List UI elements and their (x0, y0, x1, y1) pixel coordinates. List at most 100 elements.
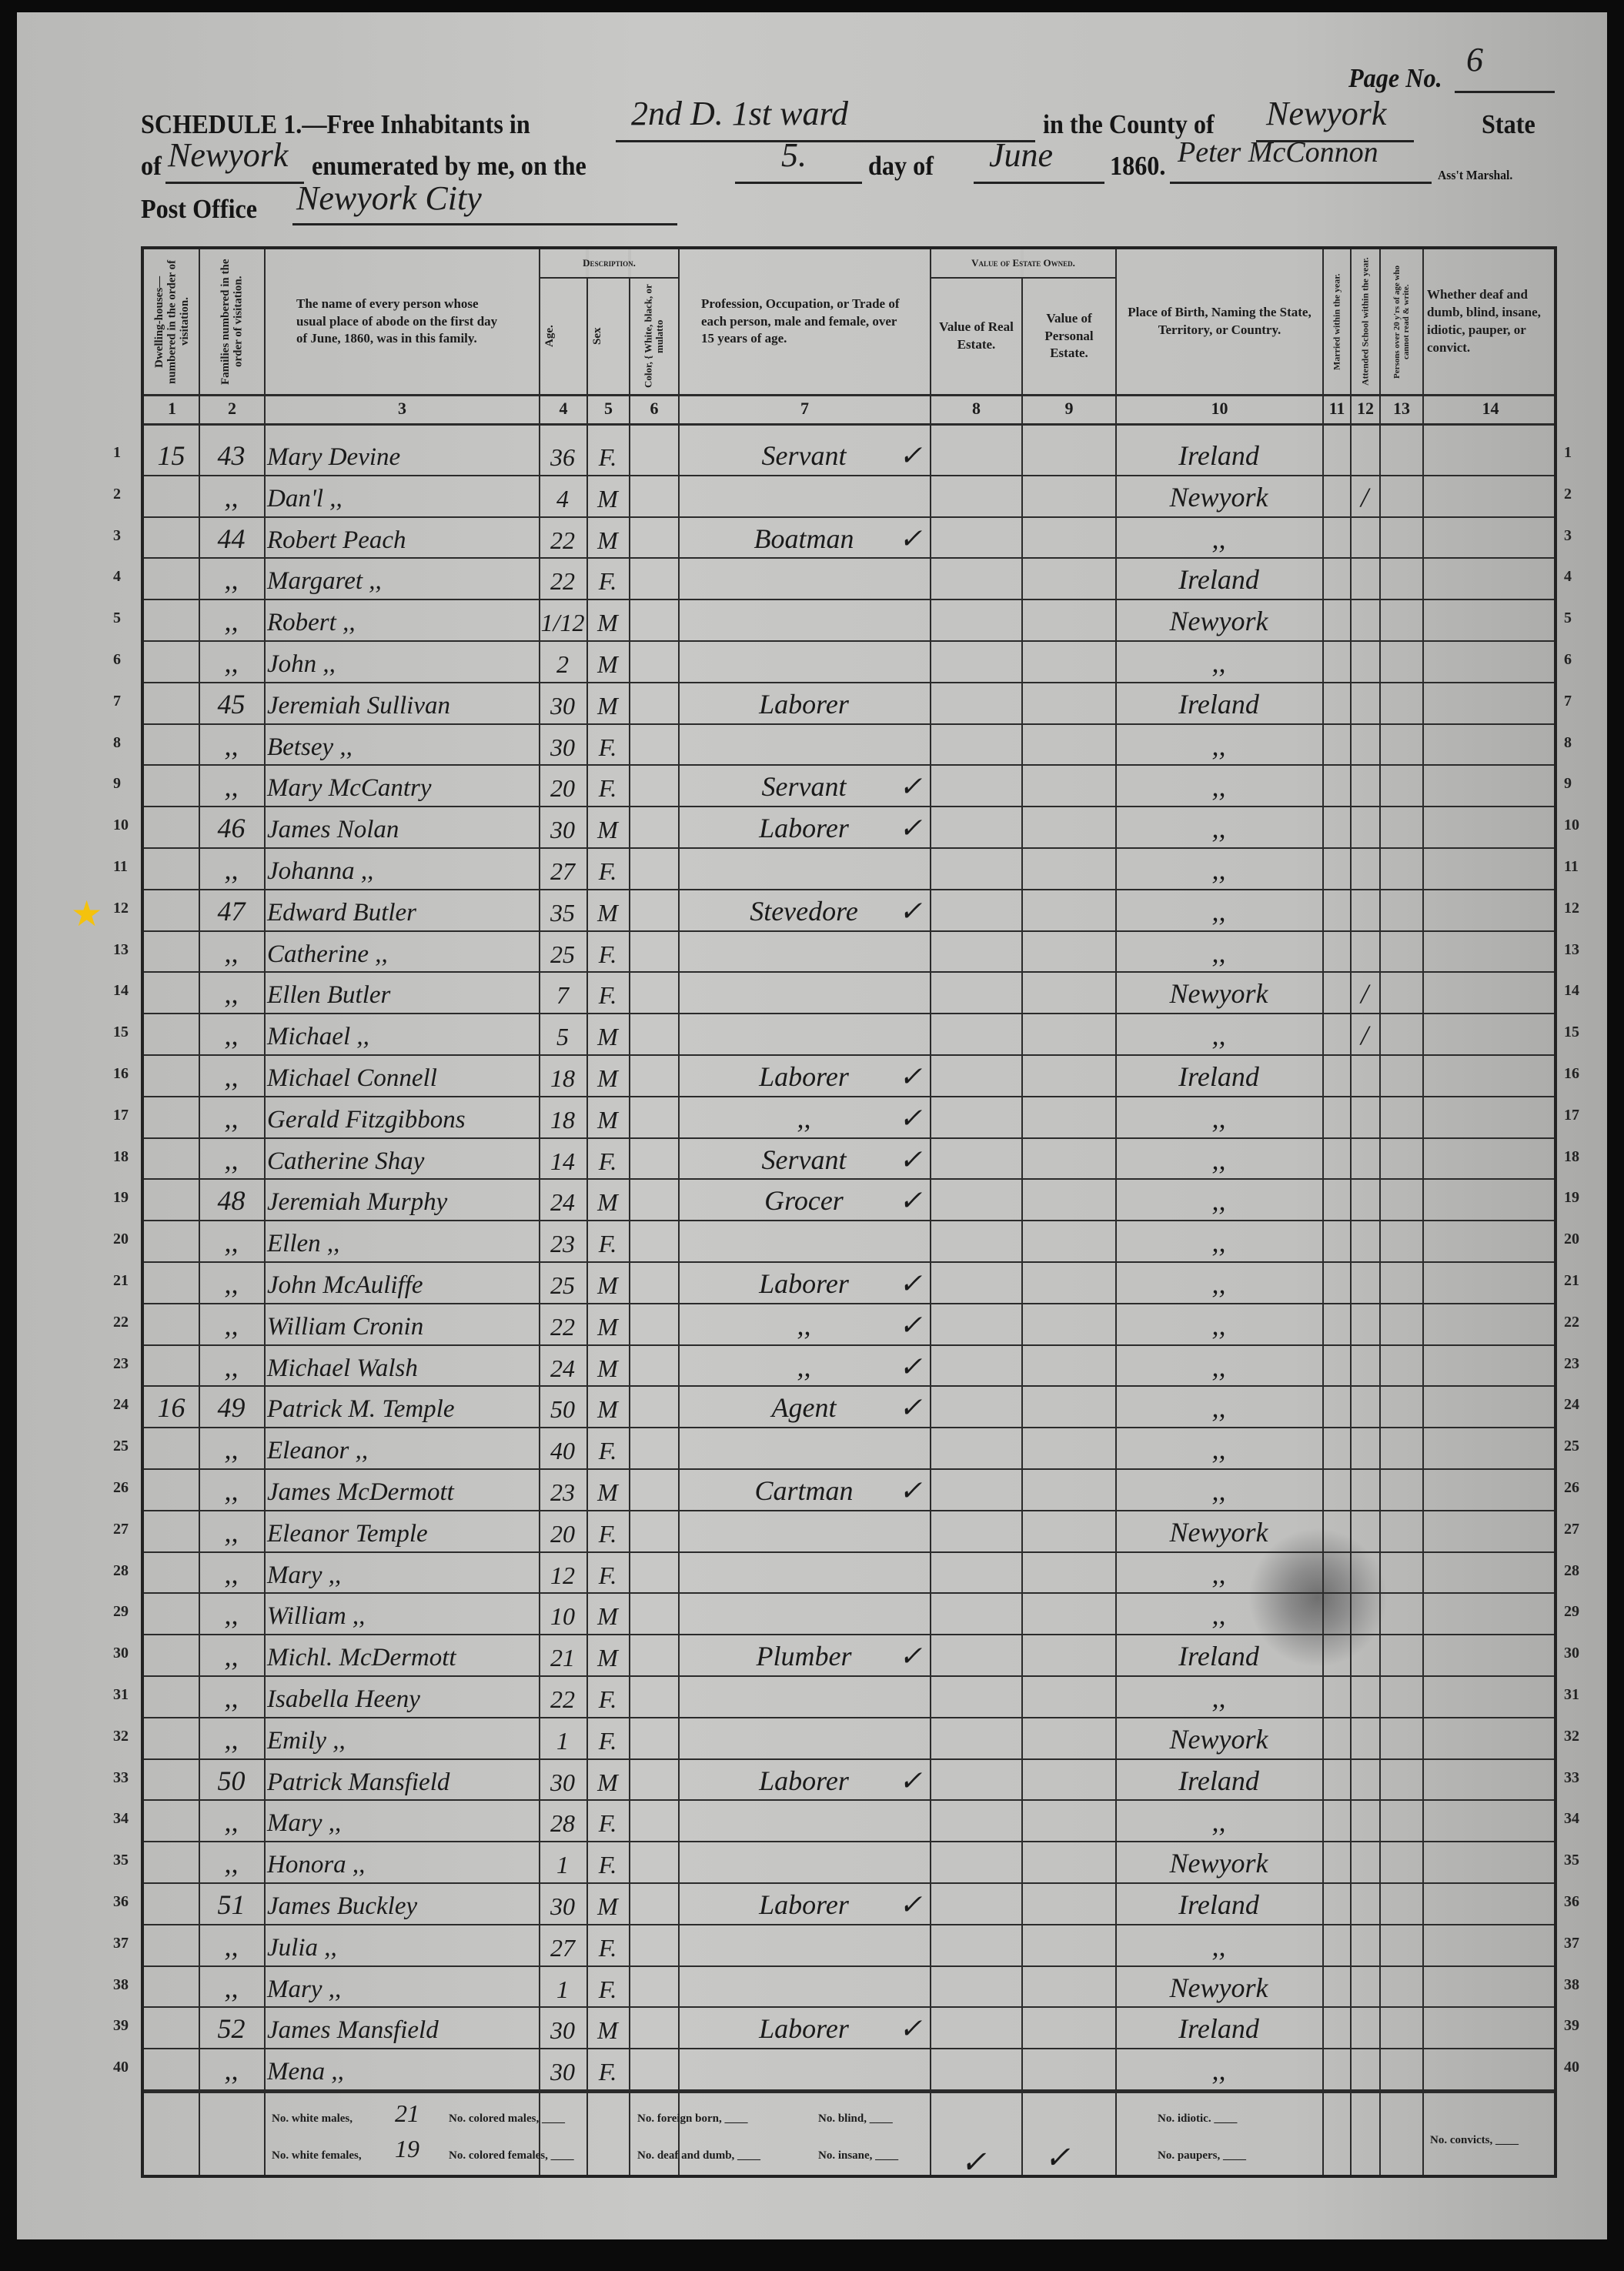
table-row: ,, James McDermott 23 M Cartman,, ✓ 26 26 (113, 1468, 1579, 1510)
occupation: Laborer (759, 2013, 849, 2045)
family-number: ,, (224, 1268, 239, 1299)
row-number-left: 16 (113, 1065, 129, 1082)
person-name: Mary ,, (267, 1809, 342, 1838)
birthplace: ,, (1211, 2055, 1226, 2086)
column-divider (1422, 249, 1424, 2175)
dwelling-number (147, 889, 195, 930)
family-number: ,, (224, 854, 239, 885)
family-number: ,, (224, 1599, 239, 1631)
occupation: Servant (761, 440, 847, 471)
row-number-right: 12 (1564, 899, 1579, 917)
family-number: ,, (224, 771, 239, 803)
family-number: ,, (224, 1351, 239, 1382)
row-divider (144, 1965, 1554, 1967)
age: 23 (550, 1478, 575, 1506)
attended-school (1353, 1717, 1376, 1758)
row-divider (144, 2048, 1554, 2050)
dwelling-number (147, 1220, 195, 1261)
occupation (681, 930, 927, 972)
attended-school (1353, 1220, 1376, 1261)
birthplace: Ireland (1178, 1889, 1259, 1920)
column-divider (1115, 249, 1117, 2175)
age: 22 (550, 1312, 575, 1341)
dwelling-number (147, 1717, 195, 1758)
page-number-label: Page No. (1348, 63, 1442, 93)
row-number-right: 13 (1564, 940, 1579, 958)
sex: F. (598, 1685, 617, 1713)
dwelling-number (147, 847, 195, 889)
check-mark: ✓ (899, 1351, 923, 1382)
row-divider (144, 806, 1554, 808)
of-label: of (141, 151, 162, 181)
table-row: 44 Robert Peach 22 M Boatman,, ✓ 3 3 (113, 516, 1572, 558)
table-row: 48 Jeremiah Murphy 24 M Grocer,, ✓ 19 19 (113, 1178, 1579, 1220)
row-divider (144, 681, 1554, 683)
person-name: Mary Devine (267, 443, 401, 471)
row-number-left: 5 (113, 609, 121, 627)
person-name: Mary McCantry (267, 774, 432, 803)
person-name: Michael Connell (267, 1064, 437, 1092)
row-divider (144, 930, 1554, 932)
sex: M (597, 1395, 618, 1424)
family-number: ,, (224, 1848, 239, 1879)
dwelling-number (147, 516, 195, 558)
sex: M (597, 1064, 618, 1092)
age: 5 (556, 1023, 569, 1051)
person-name: John ,, (267, 650, 336, 678)
enumerated-label: enumerated by me, on the (312, 151, 586, 181)
row-divider (144, 1882, 1554, 1884)
family-number: ,, (224, 1102, 239, 1134)
table-row: ,, William Cronin 22 M,,,, ✓ 22 22 (113, 1303, 1579, 1344)
dwelling-number: 16 (157, 1392, 185, 1424)
column-header-sex: Sex (591, 327, 603, 346)
age: 30 (550, 1892, 575, 1920)
column-header-occupation: Profession, Occupation, or Trade of each… (701, 296, 900, 346)
row-divider (144, 640, 1554, 642)
month-value: June (989, 136, 1054, 174)
occupation (681, 847, 927, 889)
person-name: Betsey ,, (267, 733, 353, 761)
dwelling-number: 15 (157, 440, 185, 471)
person-name: Catherine Shay (267, 1147, 425, 1175)
sex: M (597, 1892, 618, 1920)
person-name: Mary ,, (267, 1561, 342, 1589)
person-name: Eleanor ,, (267, 1437, 369, 1465)
row-divider (144, 1509, 1554, 1511)
row-divider (144, 1178, 1554, 1181)
check-mark: ✓ (899, 1889, 923, 1920)
table-row: ,, Eleanor ,, 40 F.,, 25 25 (113, 1427, 1579, 1468)
check-mark: ✓ (899, 440, 923, 471)
occupation (681, 1717, 927, 1758)
occupation: Laborer (759, 1889, 849, 1920)
occupation: Boatman (754, 523, 854, 554)
row-divider (144, 516, 1554, 518)
dwelling-number (147, 599, 195, 640)
row-number-right: 38 (1564, 1975, 1579, 1993)
birthplace: ,, (1211, 1144, 1226, 1175)
birthplace: ,, (1211, 1185, 1226, 1217)
age: 28 (550, 1809, 575, 1838)
row-divider (144, 557, 1554, 559)
attended-school (1353, 1634, 1376, 1675)
dwelling-number (147, 1137, 195, 1179)
dwelling-number (147, 682, 195, 723)
dwelling-number (147, 1303, 195, 1344)
birthplace: Ireland (1178, 564, 1259, 596)
column-divider (199, 249, 200, 2175)
age: 14 (550, 1147, 575, 1175)
occupation (681, 1799, 927, 1841)
occupation: Servant (761, 1144, 847, 1175)
check-mark: ✓ (899, 1061, 923, 1092)
row-number-right: 14 (1564, 982, 1579, 1000)
column-divider (930, 249, 931, 2175)
check-mark: ✓ (899, 1268, 923, 1299)
dwelling-number (147, 1468, 195, 1510)
table-row: ,, John McAuliffe 25 M Laborer,, ✓ 21 21 (113, 1261, 1579, 1303)
sex: M (597, 1188, 618, 1217)
white-males-value: 21 (395, 2099, 419, 2127)
occupation (681, 1427, 927, 1468)
deaf-dumb-count: No. deaf and dumb, ____ (637, 2149, 761, 2162)
birthplace: Newyork (1169, 978, 1268, 1010)
day-of-label: day of (868, 151, 934, 181)
birthplace: ,, (1211, 1351, 1226, 1382)
